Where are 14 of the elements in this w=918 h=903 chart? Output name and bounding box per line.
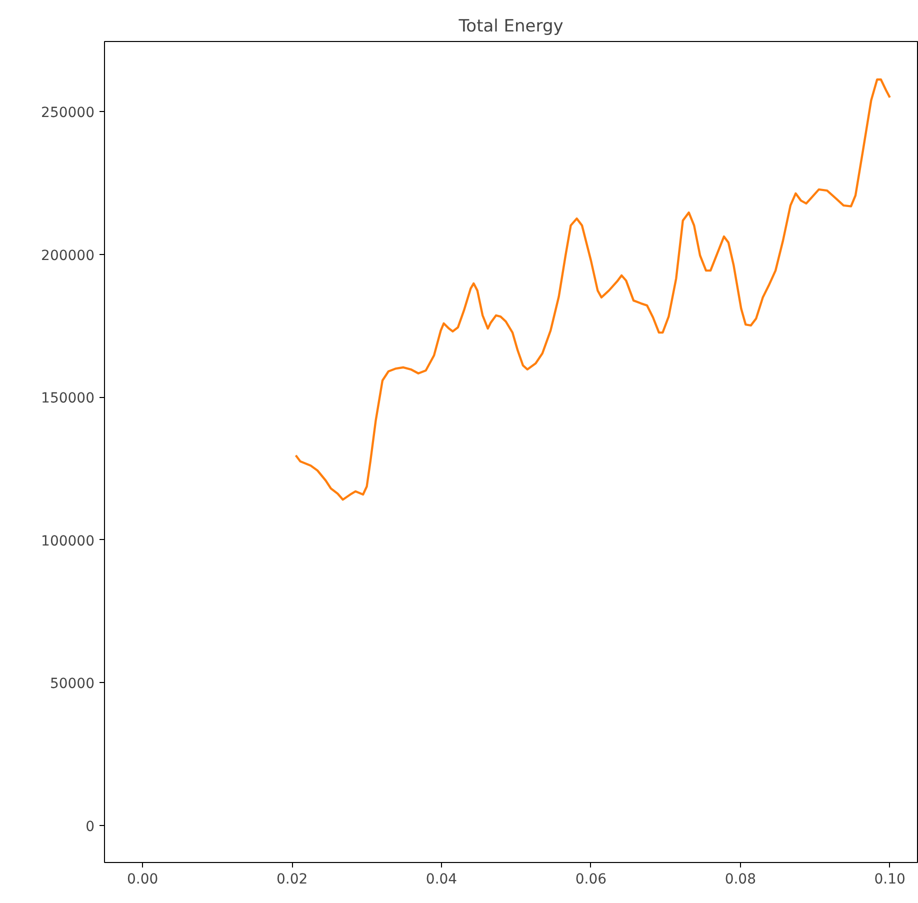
x-tick-label: 0.02 bbox=[276, 872, 308, 888]
y-tick-label: 150000 bbox=[41, 390, 95, 407]
y-tick-label: 200000 bbox=[41, 248, 95, 264]
x-tick-label: 0.04 bbox=[426, 872, 458, 888]
y-tick-label: 250000 bbox=[41, 104, 95, 121]
y-tick-label: 100000 bbox=[41, 533, 95, 550]
x-tick-label: 0.06 bbox=[575, 872, 607, 888]
y-tick-label: 0 bbox=[86, 819, 95, 836]
chart-title: Total Energy bbox=[458, 16, 564, 36]
x-tick-label: 0.00 bbox=[127, 872, 158, 888]
y-tick-label: 50000 bbox=[50, 676, 95, 692]
line-series bbox=[294, 78, 891, 501]
x-tick-label: 0.10 bbox=[874, 872, 906, 888]
x-tick-label: 0.08 bbox=[724, 872, 756, 888]
